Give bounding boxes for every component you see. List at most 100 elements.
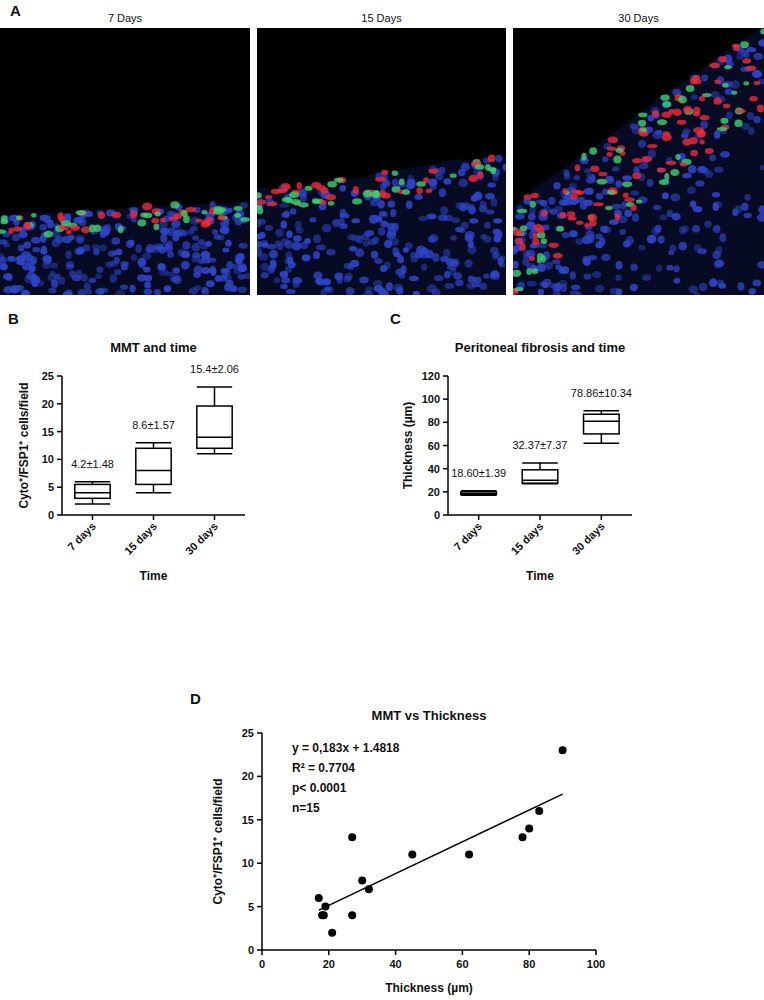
nucleus [143, 289, 152, 295]
fsp1-cell [622, 181, 632, 187]
mean-sd-label: 32.37±7.37 [513, 439, 568, 451]
point [358, 877, 366, 885]
nucleus [757, 261, 764, 269]
nucleus [479, 282, 487, 289]
cyto-cell [638, 127, 648, 134]
nucleus [659, 214, 667, 220]
nucleus [492, 252, 498, 260]
nucleus [376, 217, 383, 223]
nucleus [158, 263, 166, 270]
panel-label: C [390, 310, 401, 327]
cyto-cell [560, 212, 567, 218]
nucleus [479, 206, 488, 213]
mean-sd-label: 78.86±10.34 [571, 387, 632, 399]
nucleus [485, 193, 495, 200]
cyto-cell [714, 80, 721, 84]
fsp1-cell [170, 201, 179, 208]
nucleus [0, 253, 4, 262]
nucleus [115, 290, 125, 295]
nucleus [397, 255, 404, 263]
nucleus [620, 202, 626, 209]
cyto-cell [677, 120, 687, 125]
fsp1-cell [638, 113, 647, 118]
cyto-cell [218, 214, 225, 220]
fsp1-cell [61, 220, 71, 226]
nucleus [18, 245, 25, 252]
nucleus [392, 179, 398, 186]
nucleus [159, 269, 169, 276]
fsp1-cell [282, 197, 292, 203]
x-tick-label: 60 [456, 958, 468, 970]
nucleus [584, 168, 591, 173]
fsp1-cell [327, 181, 337, 187]
cyto-cell [690, 78, 697, 85]
cyto-cell [589, 219, 597, 226]
fsp1-cell [589, 147, 597, 155]
nucleus [647, 179, 654, 187]
nucleus [545, 262, 553, 270]
fit-annotation: n=15 [292, 801, 320, 815]
x-axis-label: Time [140, 569, 168, 583]
cyto-cell [757, 105, 764, 113]
fsp1-cell [94, 224, 102, 232]
nucleus [51, 279, 58, 288]
fit-annotation: R² = 0.7704 [292, 761, 355, 775]
fsp1-cell [334, 178, 344, 183]
nucleus [76, 237, 84, 243]
nucleus [612, 166, 620, 171]
nucleus [638, 245, 645, 251]
point [559, 746, 567, 754]
fsp1-cell [556, 226, 564, 232]
nucleus [344, 263, 352, 269]
nucleus [154, 289, 161, 295]
nucleus [381, 290, 388, 295]
nucleus [560, 284, 567, 292]
nucleus [238, 286, 248, 293]
nucleus [78, 218, 87, 226]
nucleus [619, 229, 626, 235]
y-tick-label: 80 [428, 416, 440, 428]
nucleus [50, 263, 58, 269]
fsp1-cell [660, 94, 669, 100]
nucleus [687, 186, 696, 194]
nucleus [349, 246, 357, 252]
nucleus [292, 241, 301, 250]
nucleus [552, 290, 560, 295]
nucleus [7, 256, 15, 262]
cyto-cell [531, 193, 539, 199]
nucleus [630, 124, 638, 130]
chart-title: MMT vs Thickness [372, 708, 487, 723]
x-tick-label: 80 [523, 958, 535, 970]
fsp1-cell [328, 201, 335, 206]
fsp1-cell [371, 190, 381, 198]
nucleus [181, 261, 190, 270]
nucleus [346, 287, 355, 295]
fsp1-cell [257, 205, 263, 209]
nucleus [189, 287, 198, 295]
x-tick-label: 15 days [508, 520, 545, 557]
y-tick [257, 906, 262, 908]
figure: A7 Days15 Days30 DaysBMMT and timeCyto⁺/… [0, 0, 764, 1000]
cyto-cell [652, 111, 659, 117]
nucleus [137, 258, 146, 267]
fsp1-cell [670, 169, 679, 176]
fsp1-cell [686, 85, 695, 92]
fsp1-cell [636, 199, 642, 203]
nucleus [260, 263, 269, 272]
nucleus [647, 235, 657, 244]
nucleus [339, 223, 347, 229]
cyto-cell [98, 211, 105, 219]
nucleus [748, 127, 754, 135]
nucleus [120, 284, 128, 289]
point [408, 851, 416, 859]
cyto-cell [529, 256, 535, 261]
nucleus [269, 250, 278, 259]
nucleus [484, 222, 491, 229]
cyto-cell [379, 190, 385, 197]
cyto-cell [524, 194, 532, 199]
point [348, 911, 356, 919]
nucleus [112, 250, 118, 255]
nucleus [164, 285, 172, 292]
micrograph [0, 28, 250, 295]
nucleus [513, 261, 519, 269]
